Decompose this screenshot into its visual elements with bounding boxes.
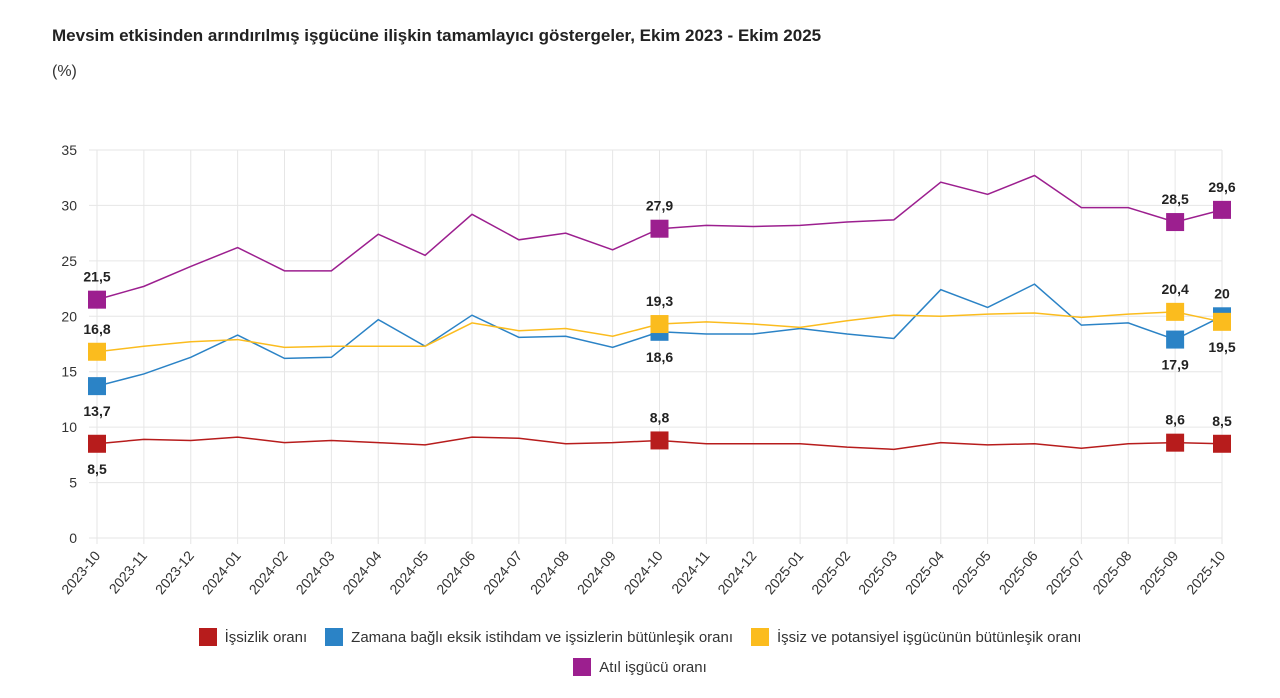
- y-tick-label: 0: [69, 530, 77, 546]
- data-point-marker: [88, 377, 106, 396]
- data-point-marker: [1166, 330, 1185, 349]
- legend-swatch: [573, 658, 592, 676]
- x-tick-label: 2024-09: [574, 547, 619, 597]
- data-label: 20,4: [1162, 281, 1189, 297]
- x-tick-label: 2025-06: [996, 547, 1041, 597]
- data-label: 8,5: [1212, 413, 1232, 429]
- data-label: 20: [1214, 285, 1230, 301]
- data-point-marker: [88, 434, 106, 453]
- legend-label: İşsizlik oranı: [224, 628, 308, 646]
- data-label: 17,9: [1162, 357, 1189, 373]
- data-point-marker: [650, 315, 669, 334]
- x-tick-label: 2025-05: [949, 547, 994, 597]
- legend-item[interactable]: İşsizlik oranı: [198, 628, 308, 646]
- x-tick-label: 2025-01: [761, 547, 806, 597]
- data-label: 21,5: [83, 269, 110, 285]
- legend-label: Atıl işgücü oranı: [599, 658, 707, 676]
- unit-label: (%): [52, 63, 77, 80]
- data-label: 8,8: [650, 409, 670, 425]
- legend-item[interactable]: Atıl işgücü oranı: [573, 658, 707, 676]
- legend-row: Atıl işgücü oranı: [0, 658, 1280, 676]
- x-tick-label: 2023-11: [106, 547, 151, 596]
- data-label: 18,6: [646, 349, 673, 365]
- x-tick-label: 2024-01: [199, 547, 244, 597]
- data-point-marker: [1213, 200, 1231, 219]
- x-tick-label: 2024-02: [246, 547, 291, 597]
- data-point-marker: [650, 219, 669, 238]
- y-tick-label: 5: [69, 475, 77, 491]
- legend: İşsizlik oranı Zamana bağlı eksik istihda…: [0, 628, 1280, 688]
- x-tick-label: 2024-12: [714, 547, 759, 597]
- data-point-marker: [1166, 433, 1185, 452]
- data-point-marker: [1166, 213, 1185, 232]
- x-tick-label: 2023-10: [58, 547, 103, 597]
- y-tick-label: 15: [61, 364, 77, 380]
- x-tick-label: 2024-04: [339, 547, 384, 597]
- x-tick-label: 2023-12: [152, 547, 197, 597]
- chart-title: Mevsim etkisinden arındırılmış işgücüne …: [52, 26, 822, 45]
- x-tick-label: 2025-07: [1042, 547, 1087, 597]
- data-point-marker: [1213, 434, 1231, 453]
- data-label: 13,7: [83, 403, 110, 419]
- legend-row: İşsizlik oranı Zamana bağlı eksik istihda…: [0, 628, 1280, 646]
- x-tick-label: 2025-02: [808, 547, 853, 597]
- data-point-marker: [1213, 312, 1231, 331]
- y-tick-label: 30: [61, 197, 77, 213]
- y-tick-label: 35: [61, 142, 77, 158]
- data-label: 8,5: [87, 461, 107, 477]
- x-tick-label: 2025-03: [855, 547, 900, 597]
- data-label: 27,9: [646, 198, 673, 214]
- y-tick-label: 25: [61, 253, 77, 269]
- x-tick-label: 2024-07: [480, 547, 525, 597]
- data-label: 19,3: [646, 293, 673, 309]
- x-tick-label: 2025-04: [902, 547, 947, 597]
- data-label: 16,8: [83, 321, 110, 337]
- data-label: 28,5: [1162, 191, 1189, 207]
- legend-swatch: [751, 628, 770, 646]
- data-point-marker: [88, 290, 106, 309]
- data-point-marker: [650, 431, 669, 450]
- legend-item[interactable]: İşsiz ve potansiyel işgücünün bütünleşik…: [751, 628, 1081, 646]
- x-tick-label: 2025-09: [1136, 547, 1181, 597]
- x-tick-label: 2024-10: [621, 547, 666, 597]
- x-tick-label: 2024-05: [386, 547, 431, 597]
- data-point-marker: [1166, 302, 1185, 321]
- legend-label: Zamana bağlı eksik istihdam ve işsizleri…: [351, 628, 734, 646]
- legend-swatch: [325, 628, 344, 646]
- legend-label: İşsiz ve potansiyel işgücünün bütünleşik…: [777, 628, 1082, 646]
- data-label: 29,6: [1208, 179, 1235, 195]
- x-tick-label: 2024-06: [433, 547, 478, 597]
- x-tick-label: 2024-08: [527, 547, 572, 597]
- x-tick-label: 2024-03: [292, 547, 337, 597]
- y-tick-label: 20: [61, 308, 77, 324]
- data-point-marker: [88, 342, 106, 361]
- data-label: 19,5: [1208, 339, 1235, 355]
- data-label: 8,6: [1165, 412, 1185, 428]
- legend-item[interactable]: Zamana bağlı eksik istihdam ve işsizleri…: [325, 628, 733, 646]
- legend-swatch: [198, 628, 217, 646]
- y-tick-label: 10: [61, 419, 77, 435]
- x-tick-label: 2024-11: [668, 547, 713, 596]
- x-tick-label: 2025-08: [1089, 547, 1134, 597]
- x-tick-label: 2025-10: [1183, 547, 1228, 597]
